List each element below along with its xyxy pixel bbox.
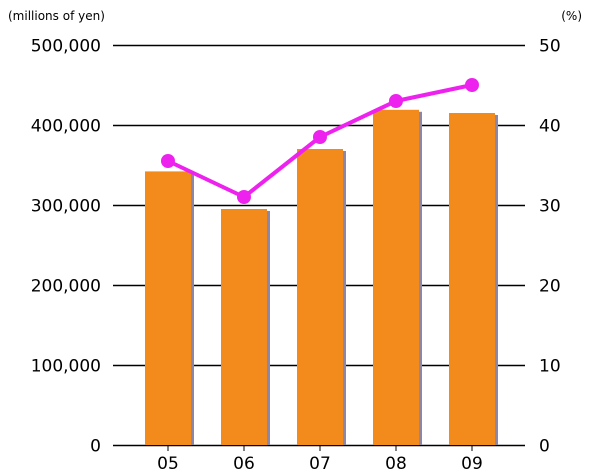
bars [145, 109, 498, 446]
x-tick-label: 05 [157, 454, 179, 474]
line-point [389, 94, 403, 108]
y-right-tick-label: 0 [539, 437, 550, 457]
x-tick-label: 08 [385, 454, 407, 474]
right-unit-label: (%) [561, 9, 582, 23]
y-right-tick-label: 40 [539, 117, 561, 137]
y-left-tick-label: 0 [90, 437, 101, 457]
y-left-tick-label: 200,000 [31, 277, 101, 297]
line-point [237, 190, 251, 204]
x-tick-label: 07 [309, 454, 331, 474]
line-point [161, 154, 175, 168]
y-left-tick-label: 300,000 [31, 197, 101, 217]
y-right-tick-label: 20 [539, 277, 561, 297]
y-right-tick-label: 10 [539, 357, 561, 377]
y-left-tick-label: 100,000 [31, 357, 101, 377]
bar [221, 209, 267, 445]
y-left-tick-label: 500,000 [31, 37, 101, 57]
bar [449, 113, 495, 445]
line-point [465, 78, 479, 92]
x-tick-label: 09 [461, 454, 483, 474]
bar [297, 149, 343, 445]
y-right-tick-label: 50 [539, 37, 561, 57]
line-series [161, 78, 479, 204]
bar [145, 171, 191, 445]
x-tick-label: 06 [233, 454, 255, 474]
line-point [313, 130, 327, 144]
left-unit-label: (millions of yen) [8, 9, 105, 23]
y-right-tick-label: 30 [539, 197, 561, 217]
y-left-tick-label: 400,000 [31, 117, 101, 137]
bar [373, 109, 419, 446]
tick-labels: 0 100,000 200,000 300,000 400,000 500,000 0 10 2… [31, 37, 561, 474]
